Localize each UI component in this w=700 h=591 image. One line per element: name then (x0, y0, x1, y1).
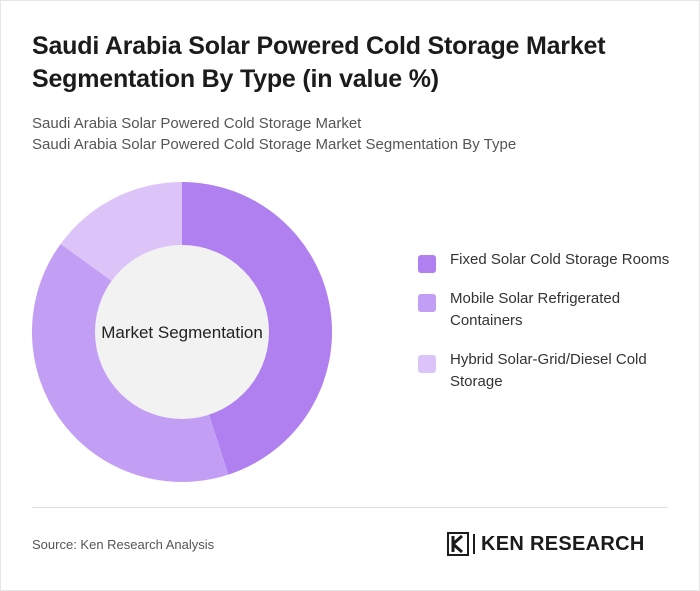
footer-divider (32, 507, 668, 508)
legend-item: Mobile Solar Refrigerated Containers (418, 288, 678, 332)
logo-text: KEN RESEARCH (481, 532, 645, 555)
legend-label: Hybrid Solar-Grid/Diesel Cold Storage (450, 351, 647, 390)
source-note: Source: Ken Research Analysis (32, 537, 215, 552)
ken-research-logo: KEN RESEARCH (447, 530, 645, 558)
logo-separator (473, 534, 475, 554)
legend-swatch (418, 255, 436, 273)
legend-swatch (418, 294, 436, 312)
ken-logo-icon (447, 532, 469, 556)
legend-item: Fixed Solar Cold Storage Rooms (418, 249, 678, 273)
donut-center (95, 245, 269, 419)
subtitle-line-2: Saudi Arabia Solar Powered Cold Storage … (32, 136, 517, 153)
chart-subtitle: Saudi Arabia Solar Powered Cold Storage … (32, 113, 672, 155)
legend-label: Mobile Solar Refrigerated Containers (450, 290, 621, 329)
donut-chart: Market Segmentation (31, 182, 333, 483)
chart-title: Saudi Arabia Solar Powered Cold Storage … (32, 32, 606, 93)
legend: Fixed Solar Cold Storage Rooms Mobile Sol… (418, 249, 678, 410)
subtitle-line-1: Saudi Arabia Solar Powered Cold Storage … (32, 115, 362, 132)
donut-center-label: Market Segmentation (101, 323, 263, 342)
legend-item: Hybrid Solar-Grid/Diesel Cold Storage (418, 349, 678, 393)
legend-label: Fixed Solar Cold Storage Rooms (450, 251, 670, 268)
legend-swatch (418, 355, 436, 373)
